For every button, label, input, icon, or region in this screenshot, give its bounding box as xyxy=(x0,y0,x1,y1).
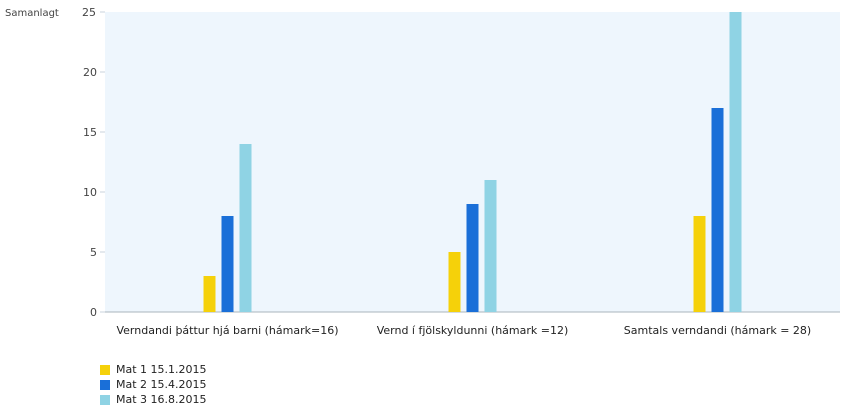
legend: Mat 1 15.1.2015 Mat 2 15.4.2015 Mat 3 16.8… xyxy=(100,362,207,407)
legend-label: Mat 1 15.1.2015 xyxy=(116,363,207,376)
bar xyxy=(448,252,461,312)
legend-swatch xyxy=(100,379,110,390)
legend-item: Mat 3 16.8.2015 xyxy=(100,392,207,407)
legend-swatch xyxy=(100,364,110,375)
legend-item: Mat 2 15.4.2015 xyxy=(100,377,207,392)
x-axis: Verndandi þáttur hjá barni (hámark=16) Ve… xyxy=(105,311,840,337)
legend-label: Mat 2 15.4.2015 xyxy=(116,378,207,391)
bar xyxy=(221,216,234,312)
y-tick-label: 10 xyxy=(83,186,97,199)
y-tick-label: 20 xyxy=(83,66,97,79)
x-category-label: Vernd í fjölskyldunni (hámark =12) xyxy=(377,324,569,337)
x-category-label: Verndandi þáttur hjá barni (hámark=16) xyxy=(116,324,338,337)
bars xyxy=(203,12,742,312)
bar xyxy=(711,108,724,312)
legend-item: Mat 1 15.1.2015 xyxy=(100,362,207,377)
bar xyxy=(203,276,216,312)
legend-label: Mat 3 16.8.2015 xyxy=(116,393,207,406)
y-tick-label: 0 xyxy=(90,306,97,319)
bar xyxy=(239,144,252,312)
y-tick-label: 15 xyxy=(83,126,97,139)
x-category-label: Samtals verndandi (hámark = 28) xyxy=(624,324,811,337)
bar xyxy=(484,180,497,312)
bar xyxy=(693,216,706,312)
y-axis: 0 5 10 15 20 25 xyxy=(82,6,105,319)
legend-swatch xyxy=(100,394,110,405)
y-tick-label: 25 xyxy=(82,6,96,19)
y-axis-label: Samanlagt xyxy=(5,8,59,19)
y-tick-label: 5 xyxy=(90,246,97,259)
bar xyxy=(729,12,742,312)
bar xyxy=(466,204,479,312)
